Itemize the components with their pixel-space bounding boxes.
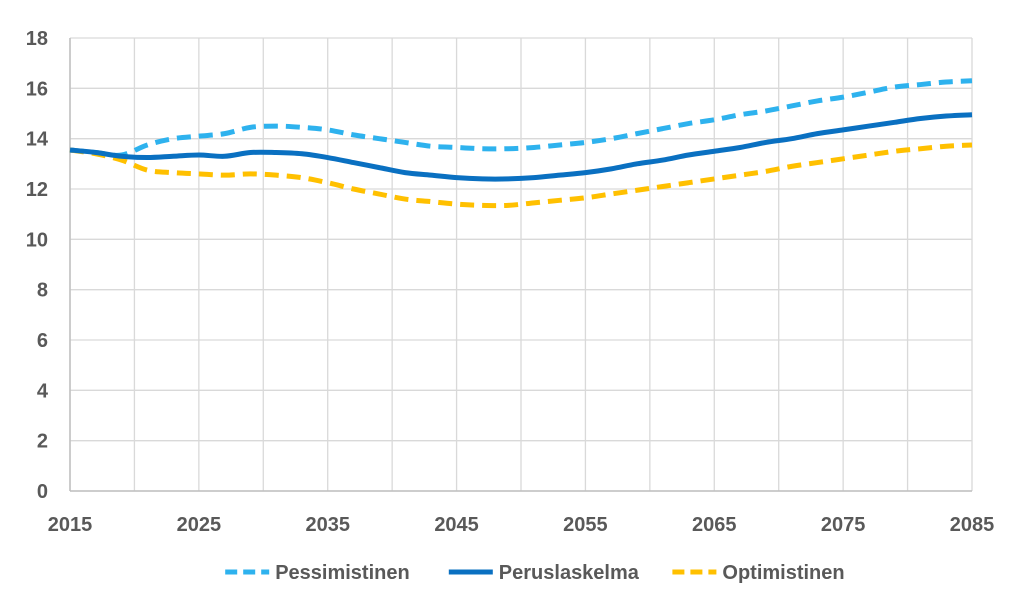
x-tick-label: 2055 (563, 514, 608, 536)
legend-item-optimistinen: Optimistinen (672, 562, 845, 584)
x-tick-label: 2075 (821, 514, 866, 536)
series-line-optimistinen (69, 142, 973, 209)
x-tick-label: 2085 (950, 514, 995, 536)
tick-labels: 0 2 4 6 8 10 12 14 16 18 2015 2025 2035 2045 2055 2065 2… (26, 28, 995, 536)
x-tick-label: 2045 (434, 514, 479, 536)
legend: Pessimistinen Peruslaskelma Optimistinen (225, 562, 845, 584)
legend-label: Peruslaskelma (499, 562, 640, 584)
series-line-peruslaskelma (69, 112, 973, 182)
y-tick-label: 14 (26, 129, 49, 151)
y-tick-label: 6 (37, 330, 48, 352)
series-lines (69, 78, 973, 209)
y-tick-label: 16 (26, 78, 48, 100)
grid (69, 37, 973, 492)
x-tick-label: 2035 (305, 514, 350, 536)
axes (69, 38, 972, 492)
legend-label: Optimistinen (722, 562, 844, 584)
y-tick-label: 0 (37, 481, 48, 503)
legend-item-pessimistinen: Pessimistinen (225, 562, 410, 584)
y-tick-label: 4 (37, 380, 49, 402)
x-tick-label: 2015 (48, 514, 93, 536)
legend-label: Pessimistinen (275, 562, 410, 584)
y-tick-label: 2 (37, 431, 48, 453)
x-tick-label: 2025 (177, 514, 222, 536)
y-tick-label: 12 (26, 179, 48, 201)
series-line-pessimistinen (69, 78, 973, 158)
y-tick-label: 18 (26, 28, 48, 50)
y-tick-label: 8 (37, 280, 48, 302)
y-tick-label: 10 (26, 229, 48, 251)
legend-item-peruslaskelma: Peruslaskelma (448, 562, 640, 584)
x-tick-label: 2065 (692, 514, 737, 536)
